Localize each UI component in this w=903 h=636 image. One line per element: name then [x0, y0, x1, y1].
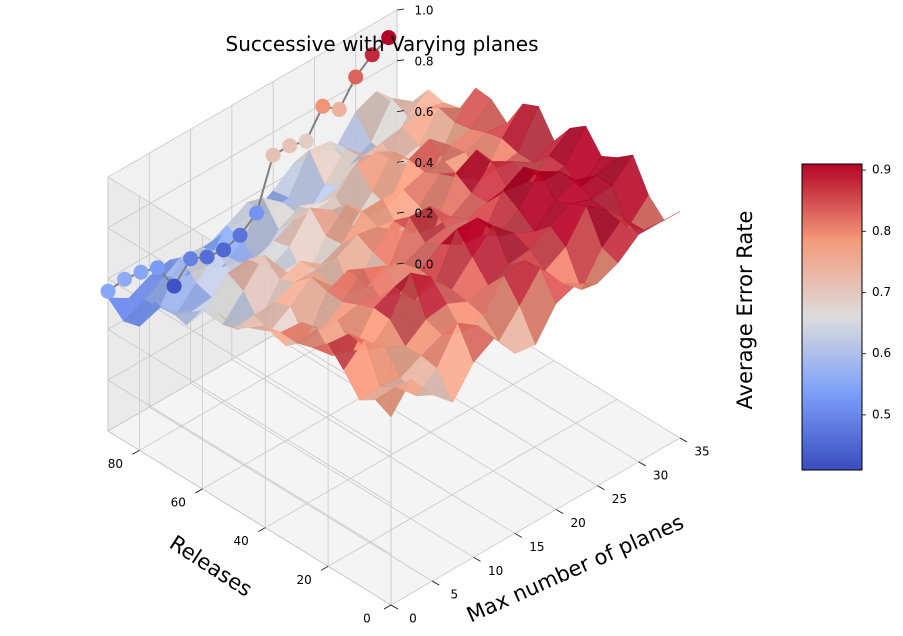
scatter-point	[381, 30, 397, 46]
x-tick-mark	[258, 527, 266, 533]
grid-floor-y	[231, 359, 516, 534]
y-tick-mark	[597, 485, 605, 491]
chart-title: Successive with Varying planes	[226, 32, 539, 56]
z-tick-label: 0.4	[414, 156, 433, 170]
error-rate-surface	[107, 87, 681, 418]
scatter-point	[232, 227, 248, 243]
grid-left-z	[107, 329, 392, 504]
y-tick-label: 35	[694, 445, 709, 459]
x-tick-mark	[195, 488, 203, 494]
grid-left-z	[107, 379, 392, 555]
z-tick-label: 0.6	[414, 105, 433, 119]
z-tick-mark	[396, 59, 405, 62]
x-tick-label: 40	[234, 534, 249, 548]
y-tick-label: 20	[570, 516, 585, 530]
grid-floor-x	[265, 360, 555, 529]
z-tick-mark	[396, 262, 405, 265]
scatter-point	[249, 205, 265, 221]
grid-floor-x	[390, 437, 681, 606]
x-tick-label: 20	[296, 573, 311, 587]
z-tick-mark	[396, 161, 405, 163]
y-tick-mark	[514, 533, 523, 538]
y-tick-mark	[390, 604, 399, 610]
scatter-point	[216, 242, 232, 258]
colorbar-gradient	[801, 163, 863, 471]
y-tick-mark	[473, 556, 481, 562]
scatter-point	[298, 133, 314, 149]
colorbar-tick-label: 0.5	[872, 407, 891, 421]
z-tick-mark	[396, 211, 405, 214]
grid-back-z	[107, 9, 398, 178]
grid-floor-y	[190, 382, 474, 558]
colorbar-tick-label: 0.9	[872, 163, 891, 177]
z-tick-label: 0.0	[414, 258, 433, 272]
z-tick-label: 0.8	[414, 54, 433, 68]
x-tick-mark	[132, 449, 140, 455]
z-tick-mark	[396, 8, 405, 11]
y-tick-label: 0	[409, 612, 417, 626]
x-tick-label: 80	[108, 457, 123, 471]
colorbar-tick-label: 0.7	[872, 285, 891, 299]
y-tick-mark	[638, 461, 646, 467]
grid-floor-y	[149, 406, 433, 582]
scatter-point	[315, 98, 331, 114]
scatter-point	[331, 101, 347, 117]
y-tick-mark	[432, 580, 440, 586]
scatter-point	[199, 249, 215, 265]
y-tick-mark	[555, 509, 564, 514]
scatter-point	[166, 278, 182, 294]
scatter-point	[348, 69, 364, 85]
colorbar-tick-label: 0.6	[872, 346, 891, 360]
z-tick-mark	[396, 110, 405, 112]
scatter-point	[100, 283, 116, 299]
pane-floor	[108, 264, 680, 605]
scatter-point	[150, 260, 165, 276]
scatter-point	[364, 47, 380, 63]
z-tick-label: 0.2	[414, 207, 433, 221]
axis-ticks: 0 20 40 60 80 0 5 10 15 20 25 30 35 0.0 0.2 0.4 0.6 0.8 1.…	[108, 4, 710, 626]
x-tick-mark	[320, 565, 329, 571]
surface-facet	[643, 211, 681, 231]
x-tick-mark	[383, 604, 392, 610]
x-tick-label: 0	[363, 612, 371, 626]
scatter-point	[265, 147, 281, 163]
y-tick-label: 25	[612, 492, 627, 506]
y-tick-label: 10	[488, 564, 503, 578]
grid-floor-x	[327, 398, 618, 567]
pane-edge	[107, 430, 392, 606]
x-tick-label: 60	[171, 496, 186, 510]
scatter-series	[100, 30, 397, 299]
scatter-point	[117, 271, 132, 287]
scatter-point	[282, 138, 298, 154]
y-tick-label: 30	[653, 468, 668, 482]
y-tick-label: 15	[529, 540, 544, 554]
z-axis-label: Average Error Rate	[733, 211, 757, 410]
y-tick-label: 5	[450, 588, 458, 602]
z-tick-label: 1.0	[414, 4, 433, 18]
y-tick-mark	[679, 437, 688, 443]
scatter-point	[133, 264, 149, 280]
scatter-point	[183, 251, 199, 267]
grid-floor-y	[272, 335, 557, 510]
colorbar: 0.5 0.6 0.7 0.8 0.9	[801, 163, 891, 471]
colorbar-tick-label: 0.8	[872, 224, 891, 238]
